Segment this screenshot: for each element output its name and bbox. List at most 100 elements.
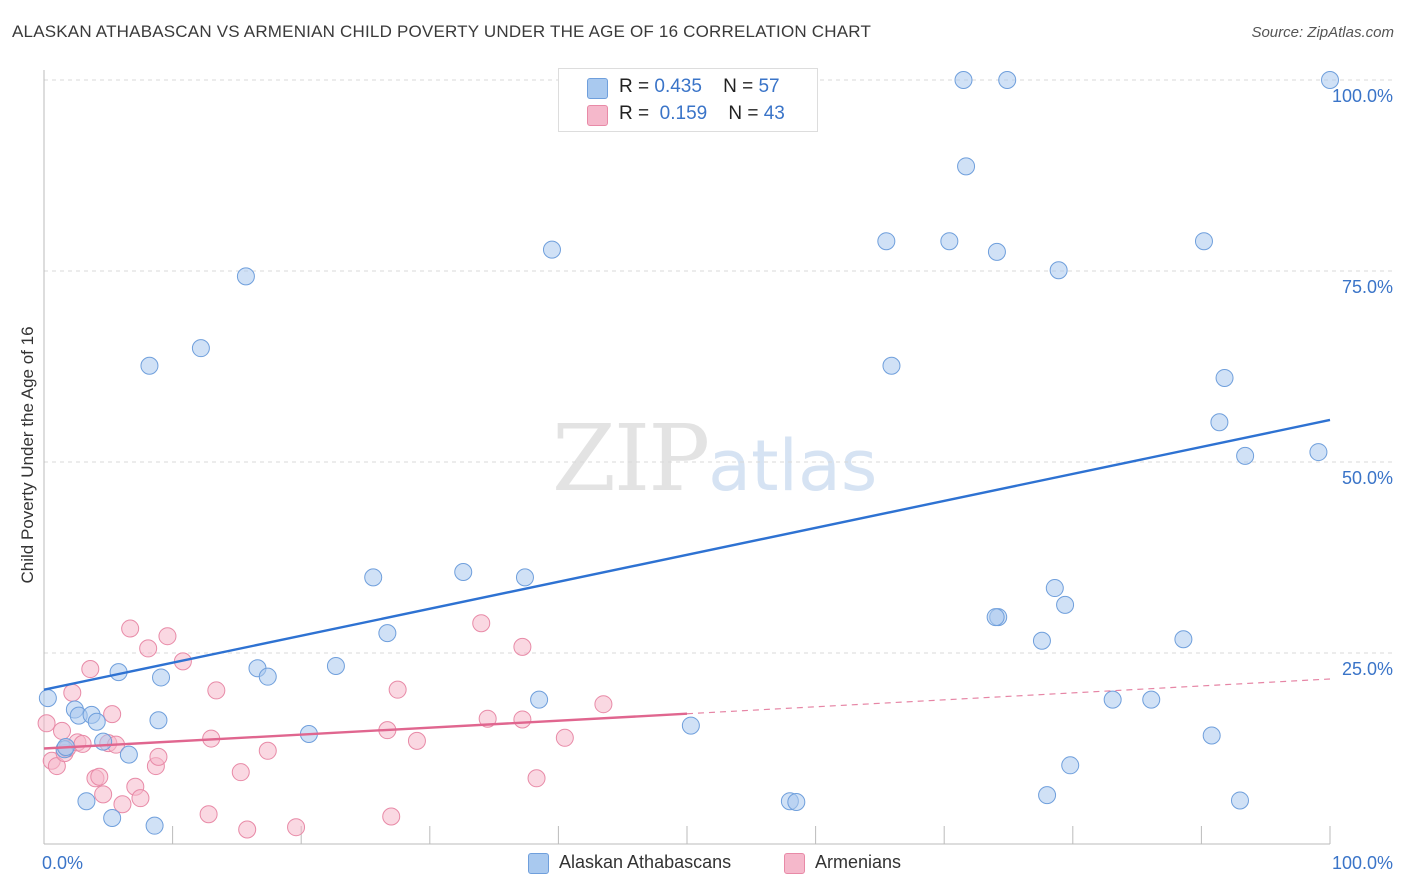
bottom-legend-label: Armenians <box>815 852 902 872</box>
legend-r-label: R = <box>619 103 650 124</box>
athabascan-point <box>1038 786 1057 805</box>
armenian-point <box>73 734 92 753</box>
armenian-point <box>207 681 226 700</box>
athabascan-point <box>1103 690 1122 709</box>
athabascan-point <box>998 71 1017 89</box>
athabascan-point <box>454 563 473 582</box>
athabascan-point <box>1045 579 1064 598</box>
armenian-point <box>231 763 250 782</box>
armenian-point <box>113 795 132 814</box>
armenian-trend-line <box>43 712 688 750</box>
armenian-point <box>139 639 158 658</box>
armenian-point <box>81 660 100 679</box>
armenian-point <box>94 785 113 804</box>
y-tick-label: 100.0% <box>1332 86 1393 106</box>
armenian-point <box>121 619 140 638</box>
legend-r-value: 0.435 <box>654 76 702 97</box>
athabascan-point <box>1210 413 1229 432</box>
athabascan-point <box>145 816 164 835</box>
athabascan-point <box>38 689 57 708</box>
athabascan-point <box>1174 630 1193 649</box>
bottom-legend-swatch-pink <box>784 853 805 874</box>
athabascan-point <box>1049 261 1068 280</box>
watermark-atlas: atlas <box>708 425 878 507</box>
armenian-point <box>382 807 401 826</box>
athabascan-point <box>515 568 534 587</box>
armenian-point <box>90 767 109 786</box>
armenian-point <box>527 769 546 788</box>
athabascan-point <box>140 356 159 375</box>
athabascan-point <box>258 667 277 686</box>
legend-n-value: 57 <box>758 76 780 97</box>
athabascan-point <box>326 656 345 675</box>
athabascan-point <box>364 568 383 587</box>
athabascan-point <box>1230 791 1249 810</box>
armenian-point <box>555 728 574 747</box>
athabascan-point <box>1056 595 1075 614</box>
athabascan-point <box>191 339 210 358</box>
armenian-point <box>388 680 407 699</box>
armenian-point <box>407 731 426 750</box>
athabascan-point <box>1309 443 1328 462</box>
athabascan-point <box>1236 446 1255 465</box>
armenian-point <box>149 747 168 766</box>
athabascan-point <box>87 712 106 731</box>
athabascan-point <box>1194 232 1213 251</box>
athabascan-point <box>987 242 1006 261</box>
athabascan-point <box>1215 368 1234 387</box>
x-tick-label: 0.0% <box>42 853 83 873</box>
armenian-point <box>37 714 56 733</box>
athabascan-point <box>103 809 122 828</box>
legend-r-value: 0.159 <box>659 103 708 124</box>
athabascan-point <box>1061 756 1080 775</box>
armenian-point <box>287 818 306 837</box>
legend-swatch-blue <box>587 78 608 99</box>
armenian-point <box>158 627 177 646</box>
athabascan-point <box>542 240 561 259</box>
athabascan-point <box>530 690 549 709</box>
watermark: ZIPatlas <box>552 405 877 512</box>
athabascan-point <box>152 668 171 687</box>
athabascan-point <box>1032 631 1051 650</box>
x-tick-label: 100.0% <box>1332 853 1393 873</box>
athabascan-point <box>1202 726 1221 745</box>
legend-n-value: 43 <box>763 103 785 124</box>
legend-r-label: R = <box>619 76 650 97</box>
armenian-point <box>513 710 532 729</box>
legend-swatch-pink <box>587 105 608 126</box>
armenian-point <box>103 705 122 724</box>
athabascan-point <box>378 624 397 643</box>
armenian-point <box>131 789 150 808</box>
athabascan-point <box>954 71 973 89</box>
athabascan-point <box>94 732 113 751</box>
armenian-point <box>258 741 277 760</box>
y-tick-label: 25.0% <box>1342 659 1393 679</box>
bottom-legend-swatch-blue <box>528 853 549 874</box>
athabascan-point <box>77 792 96 811</box>
armenian-point <box>594 695 613 714</box>
athabascan-point <box>940 232 959 251</box>
legend-n-label: N = <box>728 103 759 124</box>
athabascan-point <box>681 716 700 735</box>
source-credit: Source: ZipAtlas.com <box>1251 24 1394 41</box>
chart-title: ALASKAN ATHABASCAN VS ARMENIAN CHILD POV… <box>12 22 872 41</box>
athabascan-point <box>149 711 168 730</box>
armenian-point <box>513 637 532 656</box>
athabascan-trend-line <box>43 418 1331 691</box>
athabascan-point <box>1321 71 1339 89</box>
legend-n-label: N = <box>723 76 754 97</box>
athabascan-point <box>986 608 1005 627</box>
y-tick-label: 50.0% <box>1342 468 1393 488</box>
athabascan-point <box>1142 690 1161 709</box>
armenian-point <box>63 683 82 702</box>
watermark-zip: ZIP <box>552 405 710 512</box>
bottom-legend-label: Alaskan Athabascans <box>559 852 732 872</box>
athabascan-point <box>957 157 976 176</box>
armenian-point <box>472 614 491 633</box>
armenian-point <box>238 820 257 839</box>
y-tick-label: 75.0% <box>1342 277 1393 297</box>
stats-legend: R = 0.435 N = 57 R = 0.159 N = 43 <box>558 68 818 132</box>
athabascan-point <box>787 792 806 811</box>
armenian-point <box>199 805 218 824</box>
